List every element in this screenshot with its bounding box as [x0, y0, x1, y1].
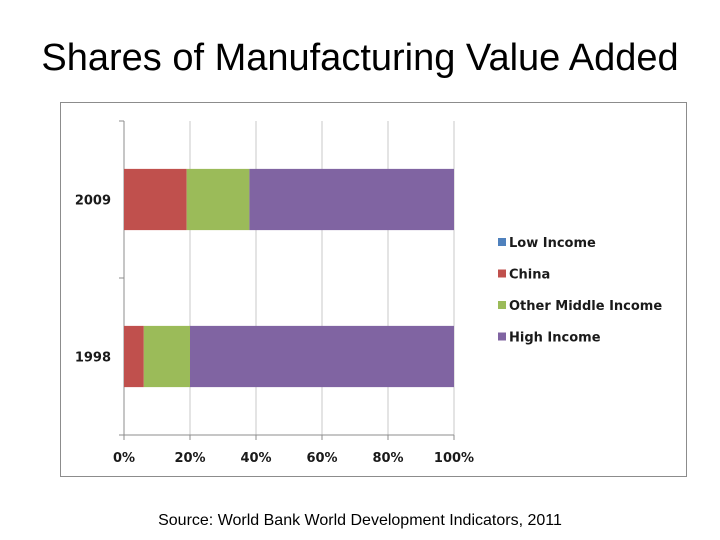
legend-label: China: [509, 268, 550, 283]
x-tick-label: 0%: [113, 451, 135, 466]
bar-2009-other-middle-income: [186, 168, 250, 231]
chart-frame: 0% 20% 40% 60% 80% 100% 2009 1998 Low Income Chin…: [60, 102, 687, 477]
x-tick-label: 100%: [434, 451, 474, 466]
legend-swatch: [498, 269, 506, 278]
bar-1998-high-income: [190, 325, 454, 388]
category-label: 2009: [75, 194, 111, 209]
legend-swatch: [498, 332, 506, 341]
legend-swatch: [498, 301, 506, 309]
category-label: 1998: [75, 351, 111, 366]
source-note: Source: World Bank World Development Ind…: [158, 512, 562, 529]
x-tick-label: 40%: [240, 451, 271, 466]
legend-label: High Income: [509, 331, 601, 346]
legend-swatch: [498, 238, 506, 246]
stacked-bar-chart: 0% 20% 40% 60% 80% 100% 2009 1998 Low Income Chin…: [75, 120, 662, 466]
bar-1998-other-middle-income: [143, 325, 190, 388]
bar-1998-china: [124, 325, 144, 388]
slide-title: Shares of Manufacturing Value Added: [41, 37, 679, 79]
x-tick-label: 80%: [372, 451, 403, 466]
legend-label: Other Middle Income: [509, 299, 662, 314]
bar-2009-china: [124, 168, 187, 231]
bar-2009-high-income: [249, 168, 454, 231]
x-tick-label: 60%: [306, 451, 337, 466]
x-tick-label: 20%: [174, 451, 205, 466]
legend-label: Low Income: [509, 236, 596, 251]
